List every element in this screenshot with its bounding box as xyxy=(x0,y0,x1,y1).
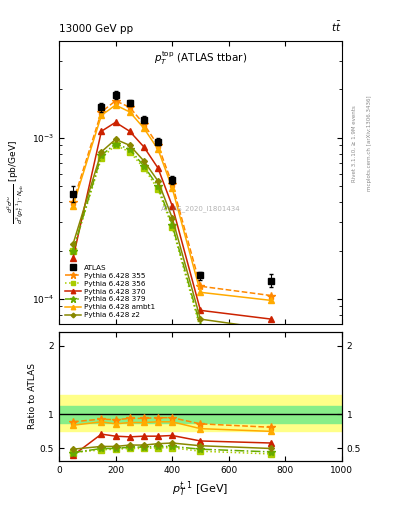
Pythia 6.428 370 xyxy=(99,128,104,134)
Pythia 6.428 370 xyxy=(198,307,203,313)
Pythia 6.428 z2 xyxy=(198,316,203,322)
Y-axis label: Ratio to ATLAS: Ratio to ATLAS xyxy=(28,364,37,430)
Line: Pythia 6.428 ambt1: Pythia 6.428 ambt1 xyxy=(70,102,274,303)
Text: Rivet 3.1.10, ≥ 1.9M events: Rivet 3.1.10, ≥ 1.9M events xyxy=(352,105,357,182)
Line: Pythia 6.428 356: Pythia 6.428 356 xyxy=(70,142,274,344)
Pythia 6.428 356 xyxy=(113,142,118,148)
Y-axis label: $\frac{d^2\sigma^{tu}}{d^2(p_T^{t,1})\cdot N_{pb}}$ [pb/GeV]: $\frac{d^2\sigma^{tu}}{d^2(p_T^{t,1})\cd… xyxy=(6,140,28,224)
Pythia 6.428 356 xyxy=(269,338,274,344)
Bar xyxy=(59,406,342,423)
Pythia 6.428 355 xyxy=(170,181,174,187)
Text: 13000 GeV pp: 13000 GeV pp xyxy=(59,24,133,34)
Legend: ATLAS, Pythia 6.428 355, Pythia 6.428 356, Pythia 6.428 370, Pythia 6.428 379, P: ATLAS, Pythia 6.428 355, Pythia 6.428 35… xyxy=(62,263,158,321)
Pythia 6.428 379 xyxy=(127,146,132,153)
Pythia 6.428 379 xyxy=(198,323,203,329)
Text: ATLAS_2020_I1801434: ATLAS_2020_I1801434 xyxy=(161,205,240,212)
Pythia 6.428 355 xyxy=(156,142,160,148)
Pythia 6.428 355 xyxy=(113,98,118,104)
Pythia 6.428 356 xyxy=(170,224,174,230)
Pythia 6.428 370 xyxy=(156,165,160,171)
Pythia 6.428 370 xyxy=(269,316,274,322)
Pythia 6.428 ambt1 xyxy=(141,125,146,131)
Pythia 6.428 355 xyxy=(127,104,132,111)
Pythia 6.428 370 xyxy=(127,128,132,134)
Pythia 6.428 356 xyxy=(127,149,132,155)
Bar xyxy=(59,395,342,432)
Pythia 6.428 379 xyxy=(141,163,146,169)
Pythia 6.428 370 xyxy=(71,255,75,261)
Line: Pythia 6.428 z2: Pythia 6.428 z2 xyxy=(71,137,273,331)
Pythia 6.428 356 xyxy=(99,155,104,161)
Pythia 6.428 379 xyxy=(269,334,274,340)
Pythia 6.428 ambt1 xyxy=(198,289,203,295)
Text: mcplots.cern.ch [arXiv:1306.3436]: mcplots.cern.ch [arXiv:1306.3436] xyxy=(367,96,373,191)
Pythia 6.428 379 xyxy=(170,222,174,228)
Pythia 6.428 z2 xyxy=(99,149,104,155)
Pythia 6.428 379 xyxy=(99,152,104,158)
Pythia 6.428 355 xyxy=(198,283,203,289)
Pythia 6.428 ambt1 xyxy=(71,203,75,209)
Pythia 6.428 370 xyxy=(141,144,146,150)
Pythia 6.428 370 xyxy=(113,119,118,125)
Line: Pythia 6.428 379: Pythia 6.428 379 xyxy=(69,140,275,342)
Pythia 6.428 z2 xyxy=(156,178,160,184)
Pythia 6.428 370 xyxy=(170,203,174,209)
Text: $t\bar{t}$: $t\bar{t}$ xyxy=(331,20,342,34)
Pythia 6.428 z2 xyxy=(113,136,118,142)
Line: Pythia 6.428 370: Pythia 6.428 370 xyxy=(70,119,274,322)
Pythia 6.428 355 xyxy=(141,121,146,127)
Pythia 6.428 ambt1 xyxy=(113,102,118,108)
Pythia 6.428 ambt1 xyxy=(269,297,274,304)
Pythia 6.428 356 xyxy=(141,165,146,171)
Pythia 6.428 ambt1 xyxy=(99,112,104,118)
Pythia 6.428 355 xyxy=(269,292,274,298)
Pythia 6.428 355 xyxy=(99,109,104,115)
Pythia 6.428 z2 xyxy=(170,215,174,221)
Pythia 6.428 379 xyxy=(71,247,75,253)
Pythia 6.428 379 xyxy=(113,141,118,147)
Pythia 6.428 356 xyxy=(156,186,160,193)
Pythia 6.428 355 xyxy=(71,199,75,205)
Pythia 6.428 ambt1 xyxy=(156,146,160,153)
X-axis label: $p_T^{t,1}$ [GeV]: $p_T^{t,1}$ [GeV] xyxy=(172,480,229,500)
Pythia 6.428 z2 xyxy=(269,326,274,332)
Pythia 6.428 ambt1 xyxy=(127,109,132,115)
Pythia 6.428 z2 xyxy=(141,158,146,164)
Pythia 6.428 z2 xyxy=(71,241,75,247)
Pythia 6.428 z2 xyxy=(127,142,132,148)
Pythia 6.428 379 xyxy=(156,183,160,189)
Pythia 6.428 356 xyxy=(71,247,75,253)
Pythia 6.428 356 xyxy=(198,326,203,332)
Line: Pythia 6.428 355: Pythia 6.428 355 xyxy=(69,97,275,300)
Text: $p_T^{\mathrm{top}}$ (ATLAS ttbar): $p_T^{\mathrm{top}}$ (ATLAS ttbar) xyxy=(154,50,247,68)
Pythia 6.428 ambt1 xyxy=(170,185,174,191)
